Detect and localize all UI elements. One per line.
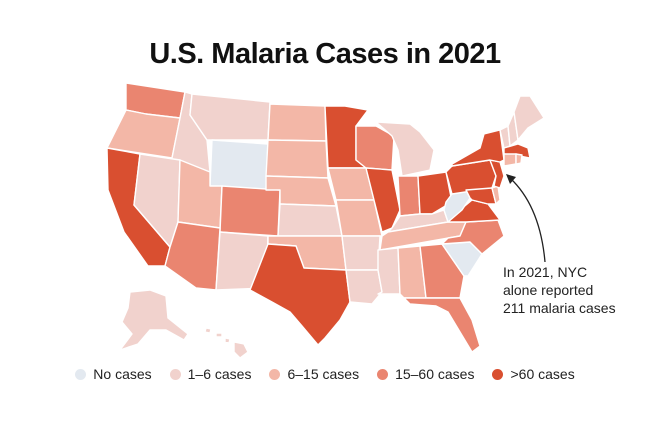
legend-swatch-icon [169,368,181,380]
annotation-line-1: In 2021, NYC [503,264,588,280]
annotation-line-3: 211 malaria cases [503,300,616,316]
state-South Dakota[interactable] [265,139,329,179]
state-Montana[interactable] [189,93,271,141]
annotation-arrow [509,177,546,263]
legend-swatch-icon [492,368,504,380]
state-Arkansas[interactable] [341,235,381,271]
state-Rhode Island[interactable] [515,153,523,165]
legend-item-no-cases: No cases [75,366,152,382]
state-Louisiana[interactable] [345,269,383,305]
legend-item-15-60-cases: 15–60 cases [377,366,474,382]
state-Florida[interactable] [403,297,481,353]
legend-swatch-icon [377,368,389,380]
state-North Dakota[interactable] [267,103,327,142]
annotation-arrowhead [506,174,516,184]
state-Texas[interactable] [249,243,351,346]
state-Alaska[interactable] [119,289,189,351]
state-Wyoming[interactable] [209,139,269,191]
legend-label: 15–60 cases [395,366,475,382]
state-Arizona[interactable] [164,221,221,291]
state-Maine[interactable] [513,95,545,141]
legend-label: 1–6 cases [187,366,252,382]
state-Michigan[interactable] [375,121,435,177]
legend-item-1-6-cases: 1–6 cases [169,366,252,382]
state-Indiana[interactable] [397,175,421,217]
state-Connecticut[interactable] [503,153,517,167]
legend: No cases 1–6 cases 6–15 cases 15–60 case… [0,366,650,382]
state-Colorado[interactable] [219,185,281,237]
legend-item-6-15-cases: 6–15 cases [269,366,359,382]
state-Hawaii[interactable] [204,327,249,359]
legend-item-over-60-cases: >60 cases [492,366,575,382]
legend-label: No cases [93,366,152,382]
state-Mississippi[interactable] [377,247,401,295]
map-title: U.S. Malaria Cases in 2021 [149,38,501,70]
legend-label: >60 cases [510,366,575,382]
legend-swatch-icon [269,368,281,380]
annotation-line-2: alone reported [503,282,594,298]
legend-label: 6–15 cases [287,366,360,382]
nyc-annotation: In 2021, NYC alone reported 211 malaria … [503,263,643,317]
legend-swatch-icon [75,368,87,380]
state-Ohio[interactable] [417,171,453,215]
state-New York[interactable] [451,129,505,167]
state-Georgia[interactable] [419,243,465,299]
state-Kansas[interactable] [277,203,343,237]
